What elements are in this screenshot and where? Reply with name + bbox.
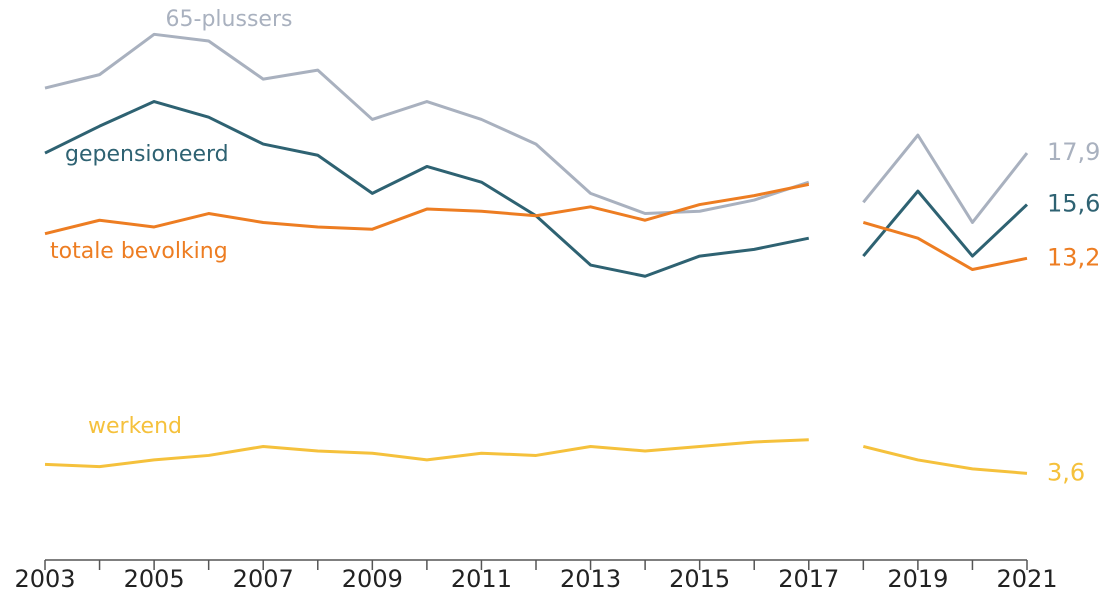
x-tick-label: 2011: [451, 565, 512, 590]
x-tick-label: 2005: [124, 565, 185, 590]
series-label: 65-plussers: [166, 7, 293, 32]
series-line: [44, 182, 810, 236]
series-line: [862, 189, 1029, 258]
series-line: [862, 221, 1028, 272]
series-line: [44, 32, 810, 216]
series-label: totale bevolking: [50, 239, 228, 264]
end-label: 3,6: [1047, 458, 1085, 486]
x-tick-label: 2021: [996, 565, 1057, 590]
x-tick-label: 2003: [14, 565, 75, 590]
series-label: werkend: [88, 414, 182, 439]
end-label: 17,9: [1047, 138, 1100, 166]
series-line: [44, 438, 809, 469]
x-tick-label: 2017: [778, 565, 839, 590]
end-label: 13,2: [1047, 243, 1100, 271]
series-line: [44, 100, 810, 278]
x-tick-label: 2009: [342, 565, 403, 590]
x-tick-label: 2007: [233, 565, 294, 590]
series-line: [862, 445, 1028, 475]
series-label: gepensioneerd: [65, 142, 229, 167]
x-tick-label: 2015: [669, 565, 730, 590]
x-tick-label: 2019: [887, 565, 948, 590]
series-line: [862, 133, 1029, 224]
end-label: 15,6: [1047, 190, 1100, 218]
x-tick-label: 2013: [560, 565, 621, 590]
